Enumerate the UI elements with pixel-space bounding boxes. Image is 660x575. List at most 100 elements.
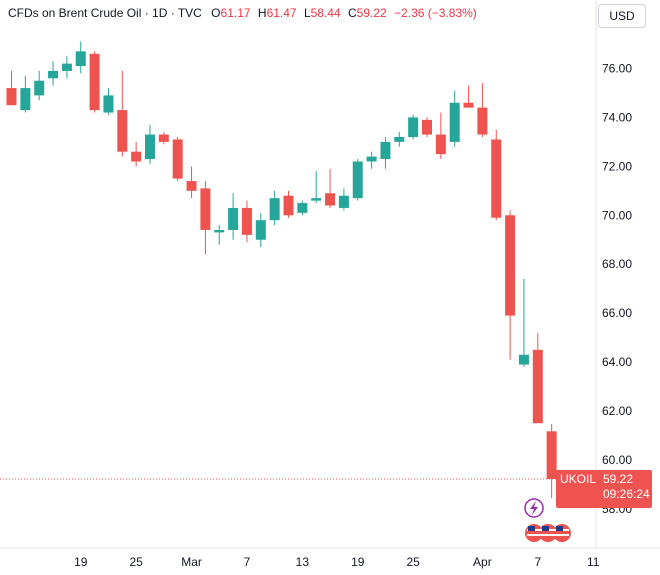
candle-body: [297, 203, 308, 213]
currency-button[interactable]: USD: [598, 4, 646, 28]
candle: [214, 225, 225, 245]
candle-body: [338, 195, 349, 208]
candle: [408, 114, 419, 140]
candles: [6, 41, 557, 499]
price-label-countdown: 09:26:24: [603, 487, 650, 501]
candle-body: [463, 102, 474, 108]
y-axis-ticks: 58.0060.0062.0064.0066.0068.0070.0072.00…: [602, 13, 632, 516]
candle: [117, 70, 128, 157]
candle-body: [325, 193, 336, 206]
y-tick-label: 70.00: [602, 208, 632, 222]
x-tick-label: 25: [406, 555, 420, 569]
candle: [325, 168, 336, 208]
candle: [61, 56, 72, 79]
candle-body: [532, 349, 543, 424]
candle: [491, 129, 502, 221]
y-tick-label: 64.00: [602, 355, 632, 369]
lightning-event-icon[interactable]: [524, 498, 544, 518]
candle: [546, 423, 557, 499]
x-tick-label: Mar: [181, 555, 202, 569]
y-tick-label: 76.00: [602, 62, 632, 76]
price-label-symbol: UKOIL: [560, 472, 596, 486]
us-flag-event-icon[interactable]: [525, 524, 571, 542]
x-tick-label: 7: [534, 555, 541, 569]
candle: [89, 51, 100, 113]
candle-body: [408, 117, 419, 137]
candle-body: [172, 139, 183, 179]
x-tick-label: 19: [74, 555, 88, 569]
candle-body: [117, 110, 128, 152]
low-value: 58.44: [311, 6, 341, 20]
candle: [435, 112, 446, 160]
candle: [228, 193, 239, 240]
candle: [200, 181, 211, 255]
x-tick-label: 25: [129, 555, 143, 569]
candle-body: [20, 88, 31, 111]
candle: [158, 132, 169, 145]
candle-body: [228, 207, 239, 230]
candle: [34, 70, 45, 101]
candle-body: [311, 198, 322, 201]
candle-body: [89, 53, 100, 111]
candle: [297, 200, 308, 216]
candle: [172, 137, 183, 182]
candle: [6, 70, 17, 106]
candle-body: [435, 134, 446, 155]
candle-body: [394, 137, 405, 142]
candle: [145, 124, 155, 164]
y-tick-label: 60.00: [602, 453, 632, 467]
x-tick-label: Apr: [473, 555, 492, 569]
candle: [532, 332, 543, 424]
candle: [352, 159, 363, 201]
candle-body: [214, 229, 225, 233]
candle-body: [505, 215, 516, 316]
candle: [103, 88, 114, 115]
x-axis-ticks: 19 25 Mar 7 13 19 25 Apr 7 11: [74, 555, 600, 569]
candle-body: [34, 80, 45, 96]
candle-body: [366, 156, 377, 162]
x-tick-label: 19: [351, 555, 365, 569]
candle-body: [200, 188, 211, 230]
candle: [20, 75, 31, 113]
candle: [463, 85, 474, 108]
candle: [338, 188, 349, 211]
candle: [422, 117, 432, 137]
candle-body: [241, 207, 252, 235]
close-label: C: [348, 6, 357, 20]
x-tick-label: 13: [296, 555, 310, 569]
high-value: 61.47: [267, 6, 297, 20]
candle-body: [269, 198, 280, 221]
last-price-label[interactable]: UKOIL 59.22 09:26:24: [556, 470, 652, 509]
candle-body: [477, 107, 488, 135]
candle-body: [491, 139, 502, 218]
candle: [449, 90, 460, 147]
y-tick-label: 74.00: [602, 110, 632, 124]
candle-body: [103, 95, 114, 113]
candle: [380, 137, 391, 169]
open-value: 61.17: [221, 6, 251, 20]
candle-body: [422, 119, 432, 135]
candle-body: [131, 151, 142, 162]
y-tick-label: 62.00: [602, 404, 632, 418]
candle: [241, 200, 252, 243]
open-label: O: [211, 6, 220, 20]
candle-body: [518, 354, 529, 365]
candle: [366, 151, 377, 169]
candle: [283, 190, 294, 218]
last-price-label-bg: [556, 470, 652, 509]
x-tick-label: 11: [587, 555, 600, 569]
change-value: −2.36 (−3.83%): [394, 6, 477, 20]
candle: [75, 41, 86, 74]
price-label-value: 59.22: [603, 472, 633, 486]
candle-body: [449, 102, 460, 142]
candle: [394, 132, 405, 147]
candle: [48, 61, 59, 86]
candle-body: [61, 63, 72, 71]
candle-body: [6, 88, 17, 106]
high-label: H: [258, 6, 267, 20]
candle-body: [380, 141, 391, 160]
y-tick-label: 68.00: [602, 257, 632, 271]
candle-body: [352, 161, 363, 199]
candle-body: [546, 431, 557, 480]
